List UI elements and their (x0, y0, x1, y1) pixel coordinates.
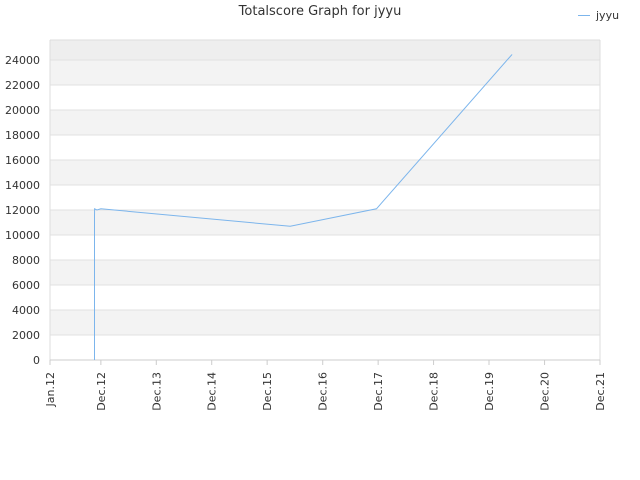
y-tick-label: 8000 (12, 254, 40, 267)
grid-band (50, 85, 600, 110)
grid-band (50, 160, 600, 185)
grid-band (50, 310, 600, 335)
grid-band (50, 40, 600, 60)
y-tick-label: 12000 (5, 204, 40, 217)
y-tick-label: 14000 (5, 179, 40, 192)
x-tick-label: Dec.19 (483, 372, 496, 411)
chart-title: Totalscore Graph for jyyu (238, 4, 402, 19)
grid-band (50, 185, 600, 210)
y-tick-label: 10000 (5, 229, 40, 242)
x-tick-label: Dec.17 (372, 372, 385, 411)
x-tick-label: Jan.12 (44, 372, 57, 407)
x-tick-label: Dec.20 (539, 372, 552, 411)
y-tick-label: 2000 (12, 329, 40, 342)
series-line-jyyu (94, 54, 513, 360)
y-tick-label: 0 (33, 354, 40, 367)
x-tick-label: Dec.12 (95, 372, 108, 411)
x-tick-label: Dec.15 (261, 372, 274, 411)
y-tick-label: 4000 (12, 304, 40, 317)
grid-band (50, 135, 600, 160)
legend[interactable]: jyyu (578, 9, 619, 22)
y-tick-label: 18000 (5, 129, 40, 142)
x-tick-label: Dec.18 (428, 372, 441, 411)
y-tick-label: 20000 (5, 104, 40, 117)
y-tick-label: 24000 (5, 54, 40, 67)
grid-band (50, 110, 600, 135)
y-tick-label: 22000 (5, 79, 40, 92)
grid-band (50, 260, 600, 285)
y-tick-label: 6000 (12, 279, 40, 292)
x-tick-label: Dec.16 (317, 372, 330, 411)
legend-label: jyyu (596, 9, 620, 22)
grid-band (50, 210, 600, 235)
x-tick-label: Dec.21 (594, 372, 607, 411)
x-tick-label: Dec.14 (206, 372, 219, 411)
grid-band (50, 235, 600, 260)
legend-swatch (578, 15, 590, 16)
y-tick-label: 16000 (5, 154, 40, 167)
grid-band (50, 335, 600, 360)
grid-band (50, 285, 600, 310)
grid-band (50, 60, 600, 85)
x-tick-label: Dec.13 (150, 372, 163, 411)
